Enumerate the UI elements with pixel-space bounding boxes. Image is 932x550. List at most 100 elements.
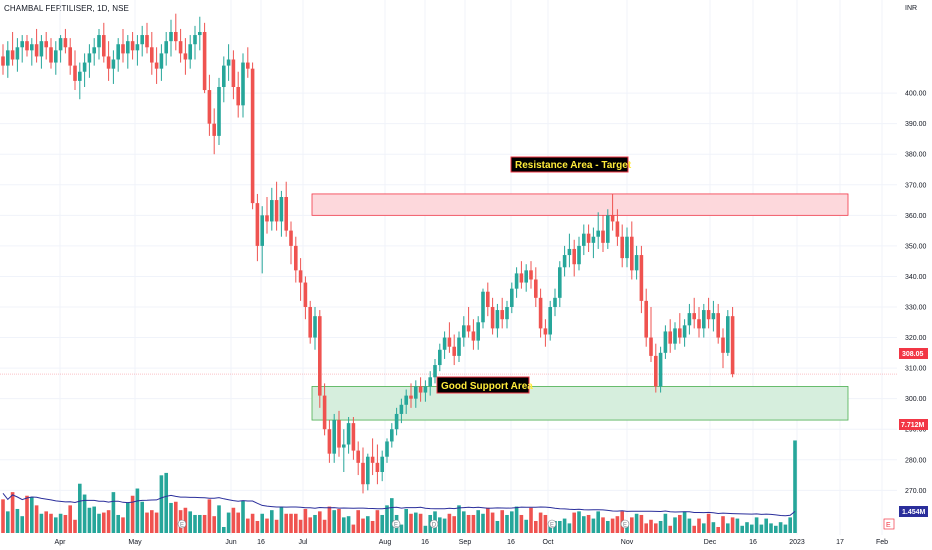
volume-bar bbox=[356, 510, 360, 533]
candle-body bbox=[313, 316, 317, 338]
candle-body bbox=[15, 47, 20, 60]
earnings-marker-letter: E bbox=[623, 523, 627, 529]
last-price-tag: 308.05 bbox=[899, 348, 928, 359]
volume-bar bbox=[759, 524, 764, 533]
volume-bar bbox=[778, 522, 783, 533]
candle-body bbox=[111, 59, 116, 69]
volume-ma-line bbox=[2, 492, 796, 517]
volume-bar bbox=[58, 513, 63, 533]
volume-bar bbox=[351, 524, 356, 533]
volume-bar bbox=[788, 517, 792, 533]
earnings-marker-circle bbox=[547, 519, 557, 529]
volume-bar bbox=[558, 520, 562, 533]
candle-body bbox=[553, 297, 557, 307]
time-axis[interactable]: Apr May Jun 16 Jul Aug 16 Sep 16 Oct Nov Dec 16 2023 1… bbox=[0, 535, 932, 550]
candle-body bbox=[462, 325, 466, 338]
candle-body bbox=[241, 62, 245, 106]
volume-bar bbox=[610, 518, 615, 533]
svg-text:308.05: 308.05 bbox=[902, 351, 924, 358]
volume-bar bbox=[1, 499, 5, 533]
price-axis[interactable]: INR 270.00 280.00 290.00 300.00 310.00 320.00… bbox=[897, 0, 932, 535]
volume-bar bbox=[255, 520, 260, 533]
candle-body bbox=[44, 41, 48, 48]
volume-bar bbox=[121, 517, 125, 533]
volume-bar bbox=[63, 514, 68, 533]
candle-body bbox=[207, 90, 212, 124]
candle-body bbox=[332, 420, 336, 454]
volume-bar bbox=[740, 525, 744, 533]
svg-text:Resistance Area - Target: Resistance Area - Target bbox=[515, 160, 632, 171]
volume-bar bbox=[54, 517, 58, 533]
candles bbox=[1, 13, 735, 494]
volume-bar bbox=[793, 440, 797, 533]
volume-bar bbox=[337, 508, 341, 533]
volume-bar bbox=[658, 520, 663, 533]
candle-body bbox=[188, 44, 192, 60]
candle-body bbox=[466, 325, 471, 332]
candle-body bbox=[481, 291, 485, 323]
volume-bar bbox=[222, 526, 226, 533]
candle-body bbox=[346, 423, 351, 445]
candle-body bbox=[255, 203, 260, 246]
earnings-marker-circle bbox=[620, 519, 630, 529]
volume-bar bbox=[298, 519, 303, 533]
volume-bar bbox=[466, 514, 471, 533]
volume-bar bbox=[764, 518, 768, 533]
candle-body bbox=[404, 395, 408, 405]
volume-bar bbox=[97, 513, 101, 533]
candle-body bbox=[630, 236, 634, 271]
volume-bar bbox=[673, 517, 677, 533]
volume-bar bbox=[106, 510, 111, 533]
volume-bar bbox=[500, 510, 504, 533]
candle-body bbox=[586, 233, 591, 243]
volume-bar bbox=[716, 526, 720, 533]
volume-bar bbox=[30, 496, 34, 533]
volume-bar bbox=[73, 519, 77, 533]
candle-body bbox=[663, 331, 668, 353]
volume-bar bbox=[543, 514, 548, 533]
volume-bar bbox=[116, 514, 120, 533]
candle-body bbox=[394, 413, 399, 430]
candle-body bbox=[442, 337, 447, 350]
volume-bar bbox=[442, 518, 447, 533]
volume-bar bbox=[668, 525, 672, 533]
candle-body bbox=[231, 59, 236, 87]
volume-bar bbox=[159, 475, 164, 533]
volume-bar bbox=[313, 514, 317, 533]
candle-body bbox=[596, 230, 600, 237]
candle-body bbox=[730, 316, 735, 375]
volume-bar bbox=[471, 514, 476, 533]
volume-bar bbox=[562, 518, 567, 533]
date-tick-label: Jul bbox=[299, 539, 308, 546]
candle-body bbox=[178, 41, 183, 54]
volume-bar bbox=[634, 513, 639, 533]
volume-bar bbox=[370, 520, 375, 533]
volume-bar bbox=[639, 514, 644, 533]
candle-body bbox=[58, 38, 63, 51]
volume-bar bbox=[687, 518, 692, 533]
candle-body bbox=[102, 35, 106, 57]
volume-bar bbox=[92, 506, 96, 533]
volume-bar bbox=[25, 495, 29, 533]
volume-bar bbox=[174, 501, 178, 533]
volume-bar bbox=[250, 513, 255, 533]
candle-body bbox=[414, 386, 418, 399]
volume-bar bbox=[279, 506, 284, 533]
volume-bar bbox=[481, 513, 485, 533]
candle-body bbox=[505, 307, 509, 320]
volume-bar bbox=[476, 510, 480, 533]
candle-body bbox=[702, 310, 706, 329]
volume-bar bbox=[270, 510, 274, 533]
volume-bar bbox=[697, 518, 701, 533]
volume-bar bbox=[519, 514, 524, 533]
candle-body bbox=[298, 270, 303, 283]
volume-bar bbox=[164, 472, 168, 533]
earnings-marker: E bbox=[620, 519, 630, 529]
candle-body bbox=[327, 429, 332, 454]
volume-bar bbox=[87, 507, 92, 533]
candle-body bbox=[390, 429, 394, 442]
candle-body bbox=[534, 279, 538, 298]
candle-body bbox=[222, 65, 226, 87]
candle-body bbox=[49, 47, 53, 63]
